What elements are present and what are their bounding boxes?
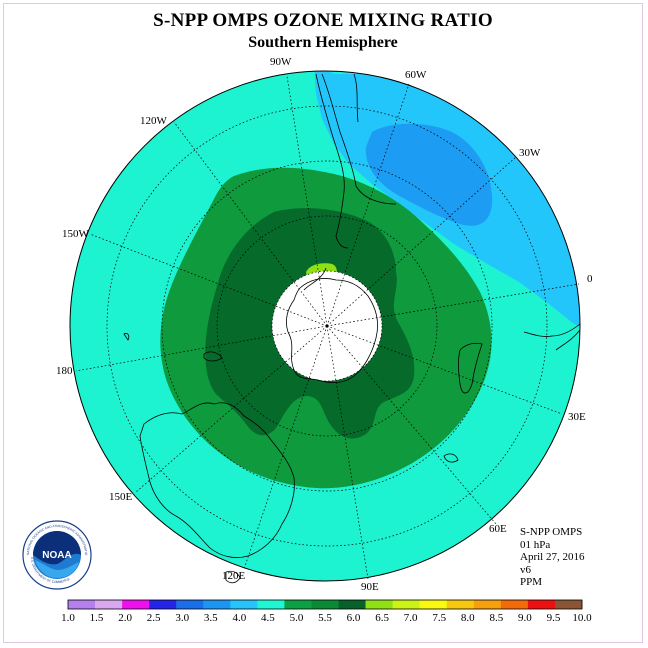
lon-label-60w: 60W (405, 69, 427, 81)
ozone-level-3.0-3.5 (365, 123, 493, 226)
lon-label-90w: 90W (270, 56, 292, 68)
south-pole-marker (325, 324, 329, 328)
info-date: April 27, 2016 (520, 551, 585, 563)
map-boundary (69, 70, 581, 582)
lon-label-120e: 120E (222, 570, 246, 582)
lon-label-180: 180 (56, 365, 73, 377)
graticule (75, 75, 580, 580)
noaa-logo-text: NOAA (42, 550, 71, 561)
coastlines (123, 73, 581, 584)
product-info: S-NPP OMPS 01 hPa April 27, 2016 v6 PPM (520, 526, 584, 589)
page-title: S-NPP OMPS OZONE MIXING RATIO (153, 10, 493, 31)
map-figure: S-NPP OMPS OZONE MIXING RATIO Southern H… (3, 3, 643, 643)
page-subtitle: Southern Hemisphere (248, 34, 398, 51)
lon-label-60e: 60E (489, 523, 507, 535)
lon-label-150w: 150W (62, 228, 90, 240)
info-units: PPM (520, 576, 543, 588)
info-version: v6 (520, 563, 531, 576)
lon-label-30w: 30W (519, 147, 541, 159)
info-instrument: S-NPP OMPS (520, 526, 583, 538)
lon-label-30e: 30E (568, 411, 586, 423)
info-level: 01 hPa (520, 538, 551, 551)
lon-label-90e: 90E (361, 581, 379, 593)
lon-label-0: 0 (587, 273, 593, 285)
polar-map: 90W 60W 30W 0 30E 60E 90E 120E 150E 180 … (56, 56, 593, 593)
lon-label-120w: 120W (140, 115, 168, 127)
lon-label-150e: 150E (109, 491, 133, 503)
noaa-logo: NOAA NATIONAL OCEANIC AND ATMOSPHERIC AD… (22, 520, 92, 590)
